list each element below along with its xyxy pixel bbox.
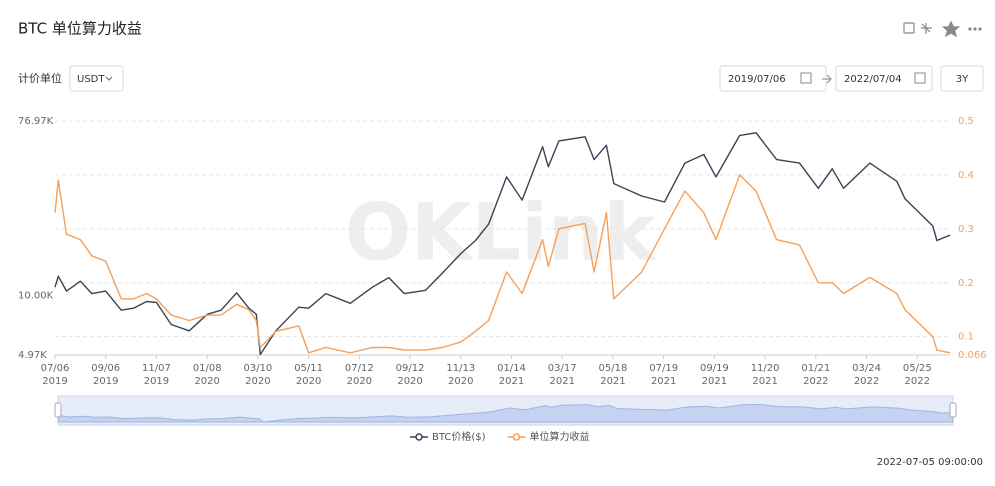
start-date: 2019/07/06 [728, 74, 786, 85]
x-tick-year: 2020 [296, 376, 321, 387]
timestamp: 2022-07-05 09:00:00 [877, 457, 983, 468]
legend-label: 单位算力收益 [530, 430, 590, 443]
unit-value: USDT [77, 74, 105, 85]
end-date-input[interactable] [835, 65, 933, 92]
navigator-handle[interactable] [54, 402, 62, 418]
x-tick-year: 2021 [702, 376, 727, 387]
watermark: OKLink [345, 188, 658, 278]
unit-select[interactable] [69, 65, 124, 92]
y2-tick-label: 0.2 [958, 278, 974, 289]
x-tick-year: 2021 [752, 376, 777, 387]
legend-dot [415, 433, 423, 441]
y-tick-label: 10.00K [18, 290, 54, 301]
y2-tick-label: 0.5 [958, 116, 974, 127]
x-tick-label: 05/25 [903, 363, 932, 374]
range-label: 3Y [956, 74, 969, 85]
series-line [54, 132, 951, 356]
page-title: BTC 单位算力收益 [18, 20, 142, 38]
toolbar[interactable] [903, 20, 982, 38]
x-tick-year: 2022 [854, 376, 879, 387]
x-tick-label: 05/11 [294, 363, 323, 374]
x-tick-year: 2021 [651, 376, 676, 387]
legend-dot [512, 433, 521, 441]
x-tick-year: 2022 [803, 376, 828, 387]
x-tick-label: 11/20 [751, 363, 780, 374]
calendar-icon [800, 72, 812, 84]
x-tick-label: 11/13 [446, 363, 475, 374]
x-tick-year: 2020 [347, 376, 372, 387]
x-tick-year: 2020 [448, 376, 473, 387]
x-tick-year: 2020 [194, 376, 219, 387]
y2-tick-label: 0.3 [958, 224, 974, 235]
x-tick-year: 2019 [144, 376, 169, 387]
x-tick-year: 2019 [93, 376, 118, 387]
x-tick-label: 01/08 [193, 363, 222, 374]
legend-item[interactable]: 单位算力收益 [507, 430, 590, 443]
x-tick-year: 2019 [42, 376, 67, 387]
x-tick-label: 03/17 [548, 363, 577, 374]
x-tick-year: 2021 [549, 376, 574, 387]
x-tick-label: 05/18 [599, 363, 628, 374]
end-date: 2022/07/04 [844, 74, 902, 85]
y2-tick-label: 0.1 [958, 332, 974, 343]
series-line [54, 174, 951, 354]
x-tick-year: 2022 [905, 376, 930, 387]
x-tick-label: 09/12 [396, 363, 425, 374]
legend-label: BTC价格($) [432, 430, 486, 443]
navigator-handle[interactable] [949, 402, 957, 418]
unit-label: 计价单位 [18, 71, 62, 85]
x-tick-label: 09/06 [91, 363, 120, 374]
y-tick-label: 4.97K [18, 350, 47, 361]
x-tick-label: 03/24 [852, 363, 881, 374]
x-tick-year: 2021 [600, 376, 625, 387]
navigator-area [57, 403, 954, 423]
x-tick-label: 07/06 [41, 363, 70, 374]
legend-item[interactable]: BTC价格($) [410, 430, 486, 443]
x-tick-label: 09/19 [700, 363, 729, 374]
x-tick-label: 03/10 [243, 363, 272, 374]
y-tick-label: 76.97K [18, 116, 54, 127]
x-tick-year: 2020 [245, 376, 270, 387]
y2-tick-label: 0.066 [958, 350, 987, 361]
unit-caret [105, 76, 113, 81]
x-tick-label: 07/19 [649, 363, 678, 374]
x-tick-label: 11/07 [142, 363, 171, 374]
calendar-icon [914, 72, 926, 84]
x-tick-year: 2021 [499, 376, 524, 387]
x-tick-label: 01/21 [801, 363, 830, 374]
x-tick-label: 01/14 [497, 363, 526, 374]
x-tick-year: 2020 [397, 376, 422, 387]
range-button[interactable] [940, 65, 984, 92]
y2-tick-label: 0.4 [958, 170, 974, 181]
arrow-icon [822, 74, 832, 84]
x-tick-label: 07/12 [345, 363, 374, 374]
